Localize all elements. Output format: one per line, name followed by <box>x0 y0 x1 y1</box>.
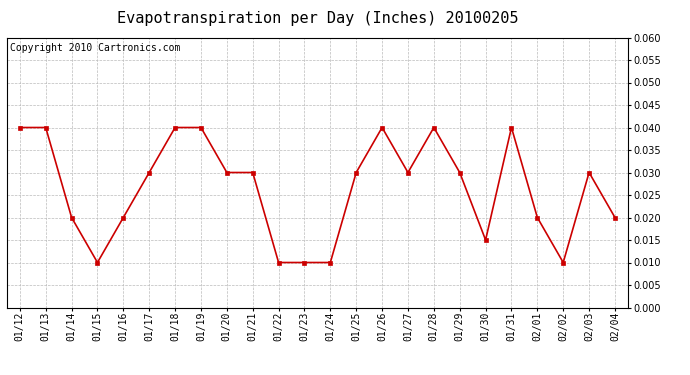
Text: Copyright 2010 Cartronics.com: Copyright 2010 Cartronics.com <box>10 43 180 53</box>
Text: Evapotranspiration per Day (Inches) 20100205: Evapotranspiration per Day (Inches) 2010… <box>117 11 518 26</box>
